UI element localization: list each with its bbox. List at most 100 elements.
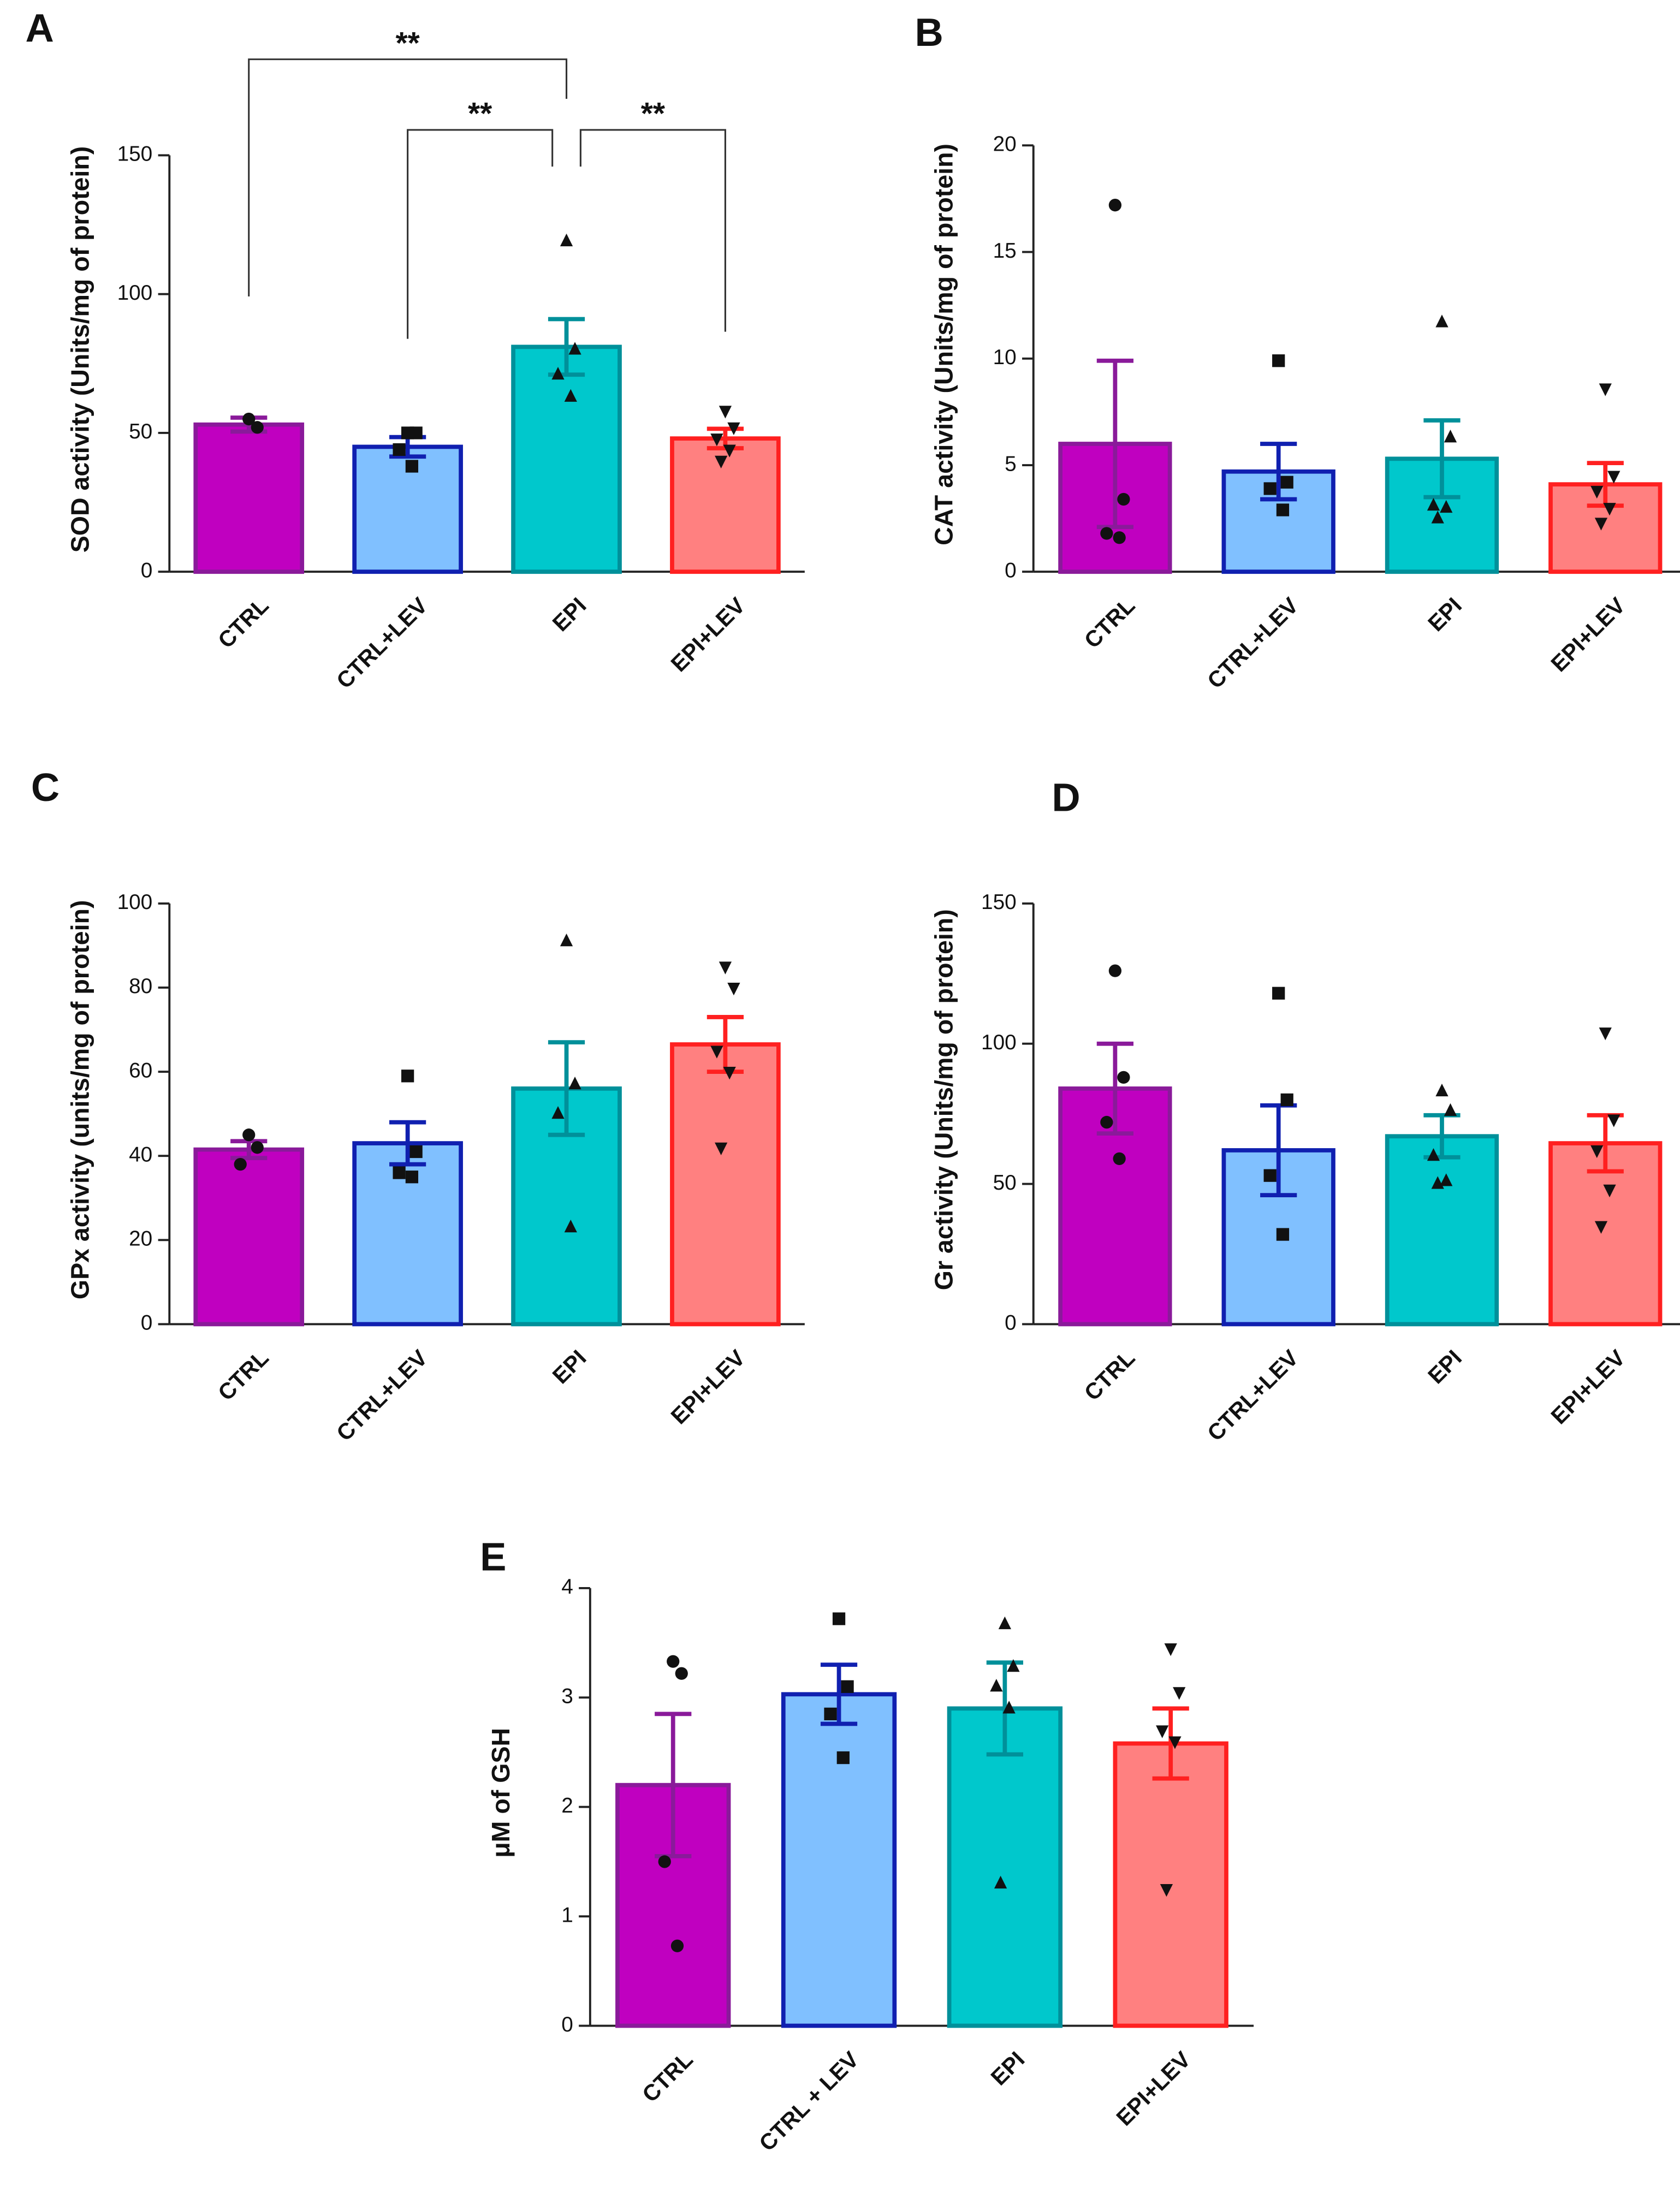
data-point (401, 1070, 414, 1083)
data-point (1444, 1103, 1457, 1116)
data-point (1280, 1093, 1293, 1107)
data-point (1590, 485, 1604, 499)
data-point (1263, 482, 1277, 495)
data-point (409, 426, 423, 439)
data-point (1113, 531, 1126, 544)
bar (193, 422, 305, 574)
y-tick-label: 100 (981, 1031, 1017, 1054)
data-point (1007, 1659, 1020, 1672)
data-point (667, 1655, 680, 1668)
x-tick-label: EPI+LEV (1546, 1345, 1630, 1429)
significance-bracket (579, 129, 726, 332)
data-point (1427, 497, 1440, 511)
data-point (551, 1106, 565, 1119)
data-point (1594, 518, 1608, 531)
y-axis-label: GPx activity (units/mg of protein) (66, 900, 94, 1299)
data-point (234, 1157, 247, 1171)
panel: D Gr activity (Units/mg of protein) 0 50 100… (930, 775, 1680, 1446)
data-point (1599, 383, 1612, 396)
error-bar (707, 1015, 744, 1074)
y-tick-label: 10 (993, 346, 1017, 369)
data-point (1100, 1115, 1113, 1129)
data-point (393, 1166, 406, 1179)
data-point (727, 422, 740, 436)
data-point (1276, 503, 1290, 516)
bar (947, 1706, 1063, 2028)
data-point (1272, 987, 1285, 1000)
data-point (1594, 1221, 1608, 1234)
error-bar (820, 1662, 858, 1726)
data-point (1431, 510, 1444, 524)
y-axis-label: μM of GSH (486, 1728, 515, 1858)
data-point (675, 1667, 688, 1680)
data-point (658, 1855, 671, 1868)
data-point (824, 1707, 837, 1721)
x-tick-label: EPI (1423, 593, 1467, 637)
data-point (836, 1751, 850, 1765)
data-point (405, 460, 419, 473)
panel: B CAT activity (Units/mg of protein) 0 5 10 1… (915, 10, 1680, 693)
data-point (1156, 1725, 1169, 1738)
bar (511, 344, 622, 574)
y-tick-label: 40 (129, 1143, 152, 1166)
y-axis-label: SOD activity (Units/mg of protein) (66, 146, 94, 553)
data-point (1117, 492, 1130, 506)
data-point (719, 961, 732, 975)
y-tick-label: 15 (993, 239, 1017, 263)
data-point (723, 1067, 736, 1080)
data-point (564, 1219, 577, 1233)
x-tick-label: CTRL (213, 1345, 273, 1405)
data-point (1435, 1083, 1449, 1097)
x-tick-label: CTRL+LEV (331, 592, 432, 693)
error-bar (1152, 1706, 1189, 1781)
data-point (393, 443, 406, 456)
x-tick-label: CTRL (637, 2047, 697, 2107)
data-point (568, 1077, 581, 1090)
data-point (1108, 199, 1122, 212)
data-point (1440, 1173, 1453, 1186)
data-point (715, 455, 728, 469)
y-tick-label: 0 (1005, 1311, 1017, 1335)
panel-label: C (31, 765, 60, 810)
error-bar (655, 1712, 692, 1858)
y-tick-label: 0 (561, 2013, 573, 2036)
data-point (1108, 964, 1122, 977)
y-axis-label: CAT activity (Units/mg of protein) (930, 144, 958, 545)
data-point (710, 1045, 723, 1059)
x-tick-label: CTRL+LEV (1202, 1345, 1303, 1446)
data-point (1435, 314, 1449, 328)
y-tick-label: 150 (117, 142, 153, 166)
data-point (719, 406, 732, 419)
error-bar (1096, 358, 1134, 530)
significance-bracket (407, 129, 554, 339)
x-tick-label: EPI+LEV (666, 592, 750, 676)
data-point (242, 1128, 256, 1142)
data-point (1002, 1701, 1016, 1714)
panel-label: B (915, 10, 943, 55)
x-tick-label: CTRL (213, 593, 273, 653)
y-tick-label: 0 (141, 1311, 153, 1335)
data-point (1427, 1148, 1440, 1161)
data-point (727, 982, 740, 996)
error-bar (389, 1120, 426, 1167)
data-point (832, 1612, 846, 1625)
x-tick-label: CTRL+LEV (1202, 592, 1303, 693)
x-tick-label: CTRL+LEV (331, 1345, 432, 1446)
panel: EμM of GSH 0 1 2 3 4 CTRL CTRL + LEV EPI EPI+LEV (480, 1535, 1254, 2156)
data-point (1113, 1152, 1126, 1165)
significance-label: ** (468, 97, 492, 131)
panel: A SOD activity (Units/mg of protein) 0 50 10… (26, 6, 805, 693)
bar (193, 1147, 305, 1327)
panel-label: D (1052, 775, 1080, 819)
data-point (551, 366, 565, 380)
error-bar (1096, 1041, 1134, 1136)
bar (352, 1141, 463, 1327)
y-tick-label: 20 (129, 1227, 152, 1251)
x-tick-label: EPI+LEV (666, 1345, 750, 1429)
y-tick-label: 4 (561, 1575, 573, 1599)
x-tick-label: CTRL (1079, 1345, 1139, 1405)
data-point (409, 1145, 423, 1159)
y-tick-label: 1 (561, 1903, 573, 1927)
data-point (841, 1680, 854, 1693)
